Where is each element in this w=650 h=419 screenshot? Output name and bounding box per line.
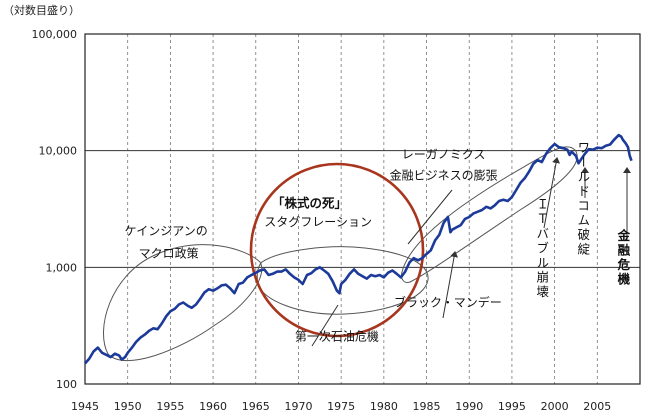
annotation-label: マクロ政策 — [139, 246, 199, 260]
x-tick-label: 1960 — [199, 400, 227, 413]
y-axis-tick-labels: 100 1,000 10,000 100,000 — [32, 28, 78, 391]
annotation-label: ブラック・マンデー — [394, 295, 502, 310]
y-tick-label: 10,000 — [39, 145, 78, 158]
x-tick-label: 1975 — [327, 400, 355, 413]
oil-crisis-leader-line — [311, 304, 339, 347]
log-scale-label: （対数目盛り） — [3, 3, 80, 17]
annotation-label: レーガノミクス — [402, 147, 486, 161]
y-tick-label: 1,000 — [46, 261, 78, 274]
annotation-label: 第一次石油危機 — [295, 329, 379, 344]
horizontal-gridlines — [84, 33, 641, 385]
x-tick-label: 1945 — [71, 400, 99, 413]
vertical-annotation: ワールドコム破綻 — [575, 141, 590, 257]
reaganomics-leader-line — [407, 189, 453, 245]
death-of-equities-circle — [249, 162, 425, 338]
x-tick-label: 2005 — [583, 400, 611, 413]
x-tick-label: 2000 — [541, 400, 569, 413]
keynesian-period-ellipse — [103, 244, 263, 362]
x-tick-label: 1955 — [156, 400, 184, 413]
vertical-annotation: 金融危機 — [615, 228, 630, 287]
x-tick-label: 1950 — [114, 400, 142, 413]
annotation-label: スタグフレーション — [264, 215, 372, 229]
x-tick-label: 1985 — [413, 400, 441, 413]
annotation-label: 「株式の死」 — [272, 196, 347, 211]
annotation-label: ケインジアンの — [124, 224, 207, 238]
y-tick-label: 100,000 — [32, 28, 78, 41]
series-group — [84, 133, 633, 365]
annotation-decorations — [103, 146, 631, 362]
black-monday-arrow — [442, 251, 459, 319]
series-line — [84, 133, 633, 365]
x-tick-label: 1995 — [498, 400, 526, 413]
annotation-label: 金融ビジネスの膨張 — [390, 168, 498, 183]
it-bubble-arrow — [543, 157, 561, 229]
x-tick-label: 1970 — [284, 400, 312, 413]
y-tick-label: 100 — [56, 378, 77, 391]
plot-frame — [84, 33, 641, 385]
vertical-gridlines — [127, 34, 598, 384]
x-tick-label: 1965 — [242, 400, 270, 413]
vertical-annotation: ＩＴバブル崩壊 — [534, 198, 549, 300]
reaganomics-period-ellipse — [401, 146, 578, 283]
x-tick-label: 1980 — [370, 400, 398, 413]
x-axis-tick-labels: 1945 1950 1955 1960 1965 1970 1975 1980 1985 1990… — [71, 400, 611, 413]
x-tick-label: 1990 — [455, 400, 483, 413]
